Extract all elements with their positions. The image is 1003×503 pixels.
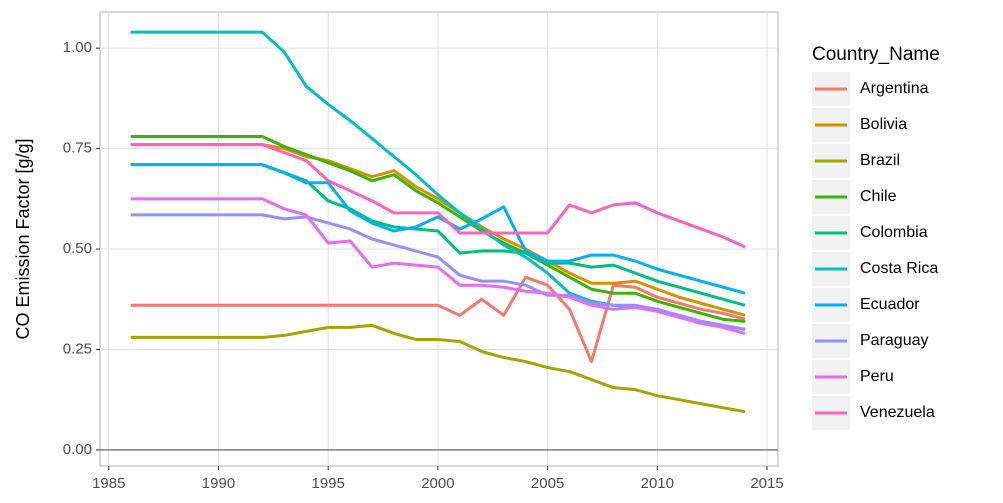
- y-tick-label: 0.25: [63, 340, 92, 357]
- line-series: [130, 197, 746, 335]
- y-tick-label: 0.75: [63, 140, 92, 157]
- x-tick-label: 1990: [202, 475, 235, 492]
- legend-label: Chile: [860, 188, 897, 205]
- legend-label: Peru: [860, 368, 894, 385]
- x-tick-label: 2010: [641, 475, 674, 492]
- plot-panel: [99, 11, 779, 467]
- y-tick-label: 0.00: [63, 441, 92, 458]
- legend-label: Argentina: [860, 80, 929, 97]
- line-series: [130, 323, 746, 414]
- y-tick-label: 0.50: [63, 240, 92, 257]
- legend-title: Country_Name: [812, 44, 940, 65]
- line-series: [130, 143, 746, 249]
- line-series: [130, 213, 746, 331]
- legend-label: Ecuador: [860, 296, 920, 313]
- legend-label: Paraguay: [860, 332, 929, 349]
- legend-label: Colombia: [860, 224, 928, 241]
- legend-label: Brazil: [860, 152, 900, 169]
- line-series: [130, 163, 746, 295]
- x-tick-label: 2005: [531, 475, 564, 492]
- legend-label: Costa Rica: [860, 260, 938, 277]
- x-tick-label: 2000: [421, 475, 454, 492]
- x-tick-label: 1985: [92, 475, 125, 492]
- legend-label: Venezuela: [860, 404, 935, 421]
- y-axis-label: CO Emission Factor [g/g]: [13, 138, 33, 339]
- legend-label: Bolivia: [860, 116, 907, 133]
- x-tick-label: 1995: [312, 475, 345, 492]
- line-series: [130, 135, 746, 323]
- x-tick-label: 2015: [750, 475, 783, 492]
- line-series: [130, 275, 746, 364]
- y-tick-label: 1.00: [63, 39, 92, 56]
